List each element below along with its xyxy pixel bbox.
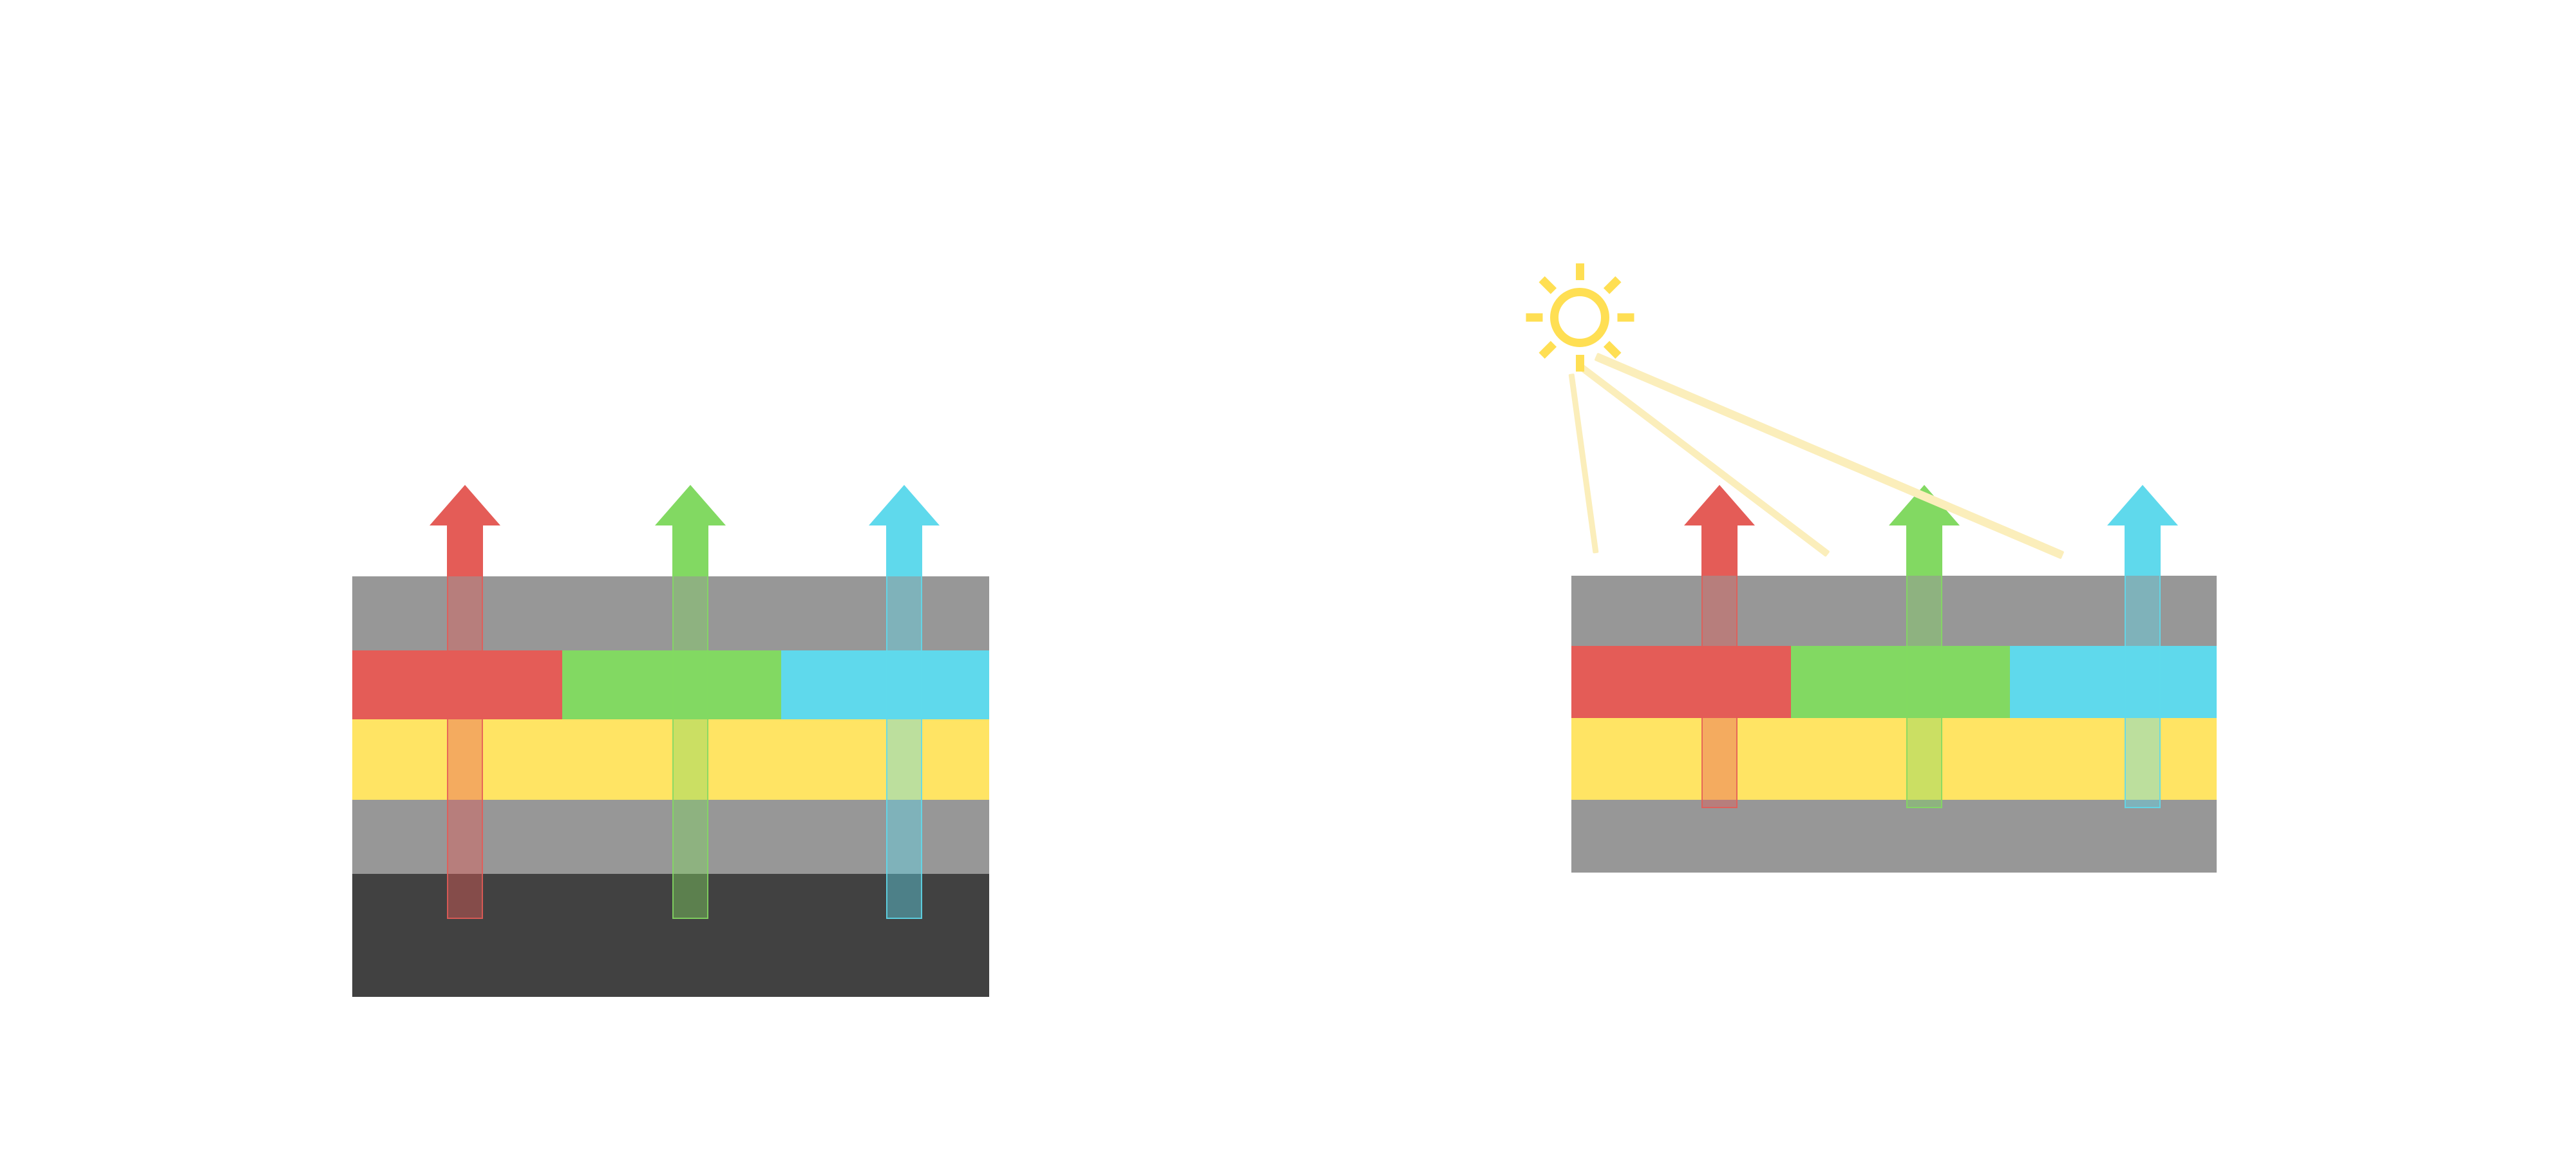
red-emission-arrow-shaft [447, 525, 483, 576]
green-emission-arrow-shaft [672, 525, 708, 576]
cyan-emission-arrow [869, 485, 940, 576]
top-gray-layer [1571, 576, 2217, 646]
sunlight-ray-3 [1594, 352, 2065, 559]
sun-ray-spoke-icon [1539, 276, 1557, 294]
rgb-filter-band [1571, 646, 2217, 718]
red-emission-arrow [430, 485, 500, 576]
red-emission-arrow-ghost-shaft [447, 576, 483, 919]
red-filter [352, 650, 562, 719]
bottom-gray-layer [1571, 800, 2217, 873]
sun-ray-spoke-icon [1539, 341, 1557, 359]
green-emission-arrow-ghost-shaft [672, 576, 708, 919]
red-emission-arrow-shaft [1701, 525, 1738, 576]
cyan-filter [2010, 646, 2217, 718]
sun-ray-spoke-icon [1603, 276, 1621, 294]
green-emission-arrow-ghost-shaft [1906, 576, 1942, 808]
cyan-emission-arrow-shaft [2125, 525, 2161, 576]
red-emission-arrow-head [430, 485, 500, 525]
green-emission-arrow-shaft [1906, 525, 1942, 576]
cyan-filter [781, 650, 989, 719]
green-filter [562, 650, 781, 719]
yellow-layer [352, 719, 989, 800]
cyan-emission-arrow-ghost-shaft [886, 576, 922, 919]
sun-ray-spoke-icon [1575, 263, 1584, 280]
sun-ray-spoke-icon [1603, 341, 1621, 359]
dark-substrate [352, 874, 989, 997]
cyan-emission-arrow-head [2107, 485, 2178, 525]
red-emission-arrow-ghost-shaft [1701, 576, 1738, 808]
red-emission-arrow [1684, 485, 1755, 576]
green-emission-arrow [655, 485, 726, 576]
sun-ring-icon [1550, 288, 1609, 347]
cyan-emission-arrow-shaft [886, 525, 922, 576]
cyan-emission-arrow-head [869, 485, 940, 525]
green-emission-arrow-head [655, 485, 726, 525]
top-gray-layer [352, 576, 989, 650]
sun-ray-spoke-icon [1617, 313, 1634, 322]
sunlight-ray-1 [1568, 373, 1599, 553]
green-filter [1791, 646, 2010, 718]
sun-ray-spoke-icon [1575, 355, 1584, 372]
rgb-filter-band [352, 650, 989, 719]
mid-gray-layer [352, 800, 989, 874]
red-filter [1571, 646, 1791, 718]
cyan-emission-arrow [2107, 485, 2178, 576]
sun-icon [1522, 260, 1638, 375]
yellow-layer [1571, 718, 2217, 800]
sun-ray-spoke-icon [1526, 313, 1542, 322]
cyan-emission-arrow-ghost-shaft [2125, 576, 2161, 808]
